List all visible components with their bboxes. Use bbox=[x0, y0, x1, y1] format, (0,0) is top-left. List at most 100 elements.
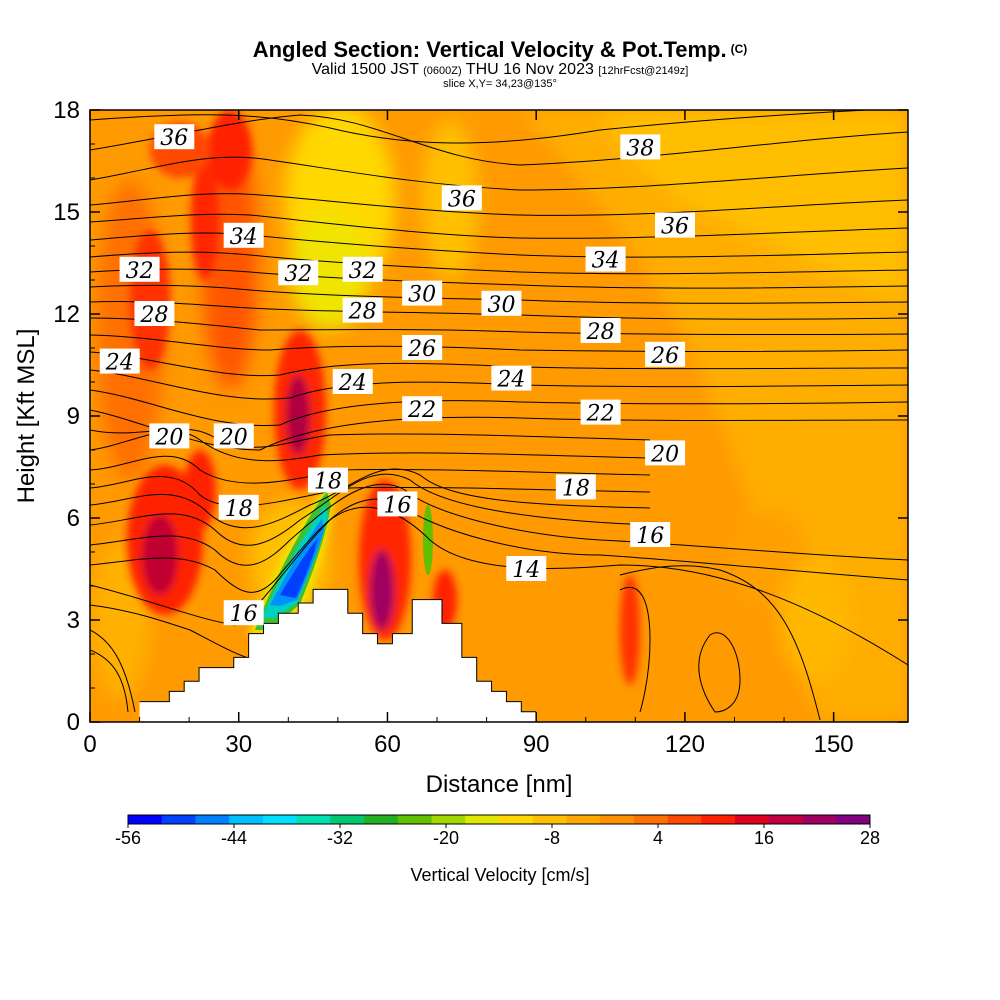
theta-label: 38 bbox=[620, 134, 661, 161]
colorbar-frame bbox=[127, 814, 871, 825]
colorbar-swatch bbox=[128, 815, 163, 824]
colorbar-swatch bbox=[229, 815, 264, 824]
y-axis-label: Height [Kft MSL] bbox=[13, 329, 40, 504]
theta-label: 36 bbox=[654, 212, 695, 240]
theta-label-text: 16 bbox=[636, 524, 664, 549]
theta-label-text: 18 bbox=[314, 470, 342, 495]
theta-label: 20 bbox=[149, 423, 190, 450]
colorbar-swatch bbox=[735, 815, 770, 824]
theta-label-text: 14 bbox=[512, 558, 540, 583]
theta-label: 20 bbox=[213, 423, 254, 450]
theta-label-text: 36 bbox=[661, 215, 689, 240]
colorbar-swatch bbox=[161, 815, 196, 824]
colorbar-swatch bbox=[364, 815, 399, 824]
valid-time-zulu: (0600Z) bbox=[423, 65, 462, 77]
colorbar-swatch bbox=[532, 815, 567, 824]
theta-label-text: 18 bbox=[562, 476, 590, 501]
colorbar-swatch bbox=[701, 815, 736, 824]
theta-label: 26 bbox=[645, 341, 686, 369]
theta-label: 24 bbox=[99, 348, 140, 376]
terrain-outline bbox=[139, 588, 537, 713]
theta-label: 18 bbox=[218, 494, 259, 522]
theta-label: 36 bbox=[154, 124, 195, 151]
colorbar-tick-label: -56 bbox=[115, 828, 141, 848]
y-tick-label: 0 bbox=[67, 709, 80, 736]
plot-area: 36 38 36 36 34 34 32 32 32 30 30 28 28 28 26 26 24 24 24 22… bbox=[90, 110, 908, 722]
theta-label: 18 bbox=[307, 467, 348, 495]
theta-label: 26 bbox=[402, 335, 443, 362]
y-tick-label: 3 bbox=[67, 607, 80, 634]
y-tick-label: 9 bbox=[67, 403, 80, 430]
colorbar: -56 -44 -32 -20 -8 4 16 28 bbox=[115, 814, 880, 848]
colorbar-tick-label: -20 bbox=[433, 828, 459, 848]
theta-label-text: 24 bbox=[496, 368, 525, 393]
theta-label-text: 34 bbox=[230, 225, 258, 250]
theta-label: 24 bbox=[491, 365, 532, 393]
theta-label-text: 24 bbox=[105, 351, 134, 376]
theta-label-text: 20 bbox=[219, 425, 248, 450]
terrain-mask bbox=[139, 589, 537, 722]
chart-title-tag: (C) bbox=[730, 42, 748, 56]
theta-label: 34 bbox=[585, 246, 626, 274]
theta-label: 24 bbox=[332, 369, 373, 396]
colorbar-swatch bbox=[633, 815, 669, 824]
theta-label: 18 bbox=[555, 474, 596, 501]
colorbar-tick-label: -8 bbox=[544, 828, 560, 848]
y-tick-label: 18 bbox=[53, 97, 80, 124]
theta-label-text: 18 bbox=[225, 497, 253, 522]
x-tick-label: 60 bbox=[374, 731, 401, 758]
colorbar-swatch bbox=[499, 815, 534, 824]
theta-label: 22 bbox=[580, 399, 621, 427]
colorbar-swatch bbox=[600, 815, 635, 824]
colorbar-swatch bbox=[397, 815, 433, 824]
y-tick-label: 15 bbox=[53, 199, 80, 226]
theta-label: 32 bbox=[342, 256, 383, 284]
theta-label: 30 bbox=[402, 280, 443, 308]
colorbar-swatch bbox=[836, 815, 871, 824]
theta-label: 16 bbox=[223, 600, 264, 627]
chart-title-main: Angled Section: Vertical Velocity & Pot.… bbox=[252, 37, 727, 62]
colorbar-tick-label: 28 bbox=[860, 828, 880, 848]
colorbar-swatch bbox=[566, 815, 601, 824]
theta-label: 32 bbox=[119, 256, 160, 284]
x-tick-label: 150 bbox=[814, 731, 854, 758]
theta-label-text: 30 bbox=[487, 293, 515, 318]
theta-label-text: 20 bbox=[154, 425, 183, 450]
x-axis-label: Distance [nm] bbox=[426, 771, 573, 798]
downdraft-band bbox=[248, 482, 433, 636]
forecast-info: [12hrFcst@2149z] bbox=[598, 65, 689, 77]
y-tick-label: 12 bbox=[53, 301, 80, 328]
valid-time: Valid 1500 JST bbox=[311, 61, 419, 78]
x-axis-ticks: 0 30 60 90 120 150 bbox=[83, 110, 854, 758]
colorbar-swatch bbox=[195, 815, 230, 824]
colorbar-swatch bbox=[465, 815, 500, 824]
colorbar-swatch bbox=[262, 815, 298, 824]
theta-label: 28 bbox=[134, 301, 175, 328]
theta-label-text: 26 bbox=[407, 337, 436, 362]
theta-label-text: 32 bbox=[126, 259, 154, 284]
theta-label-text: 28 bbox=[586, 320, 615, 345]
valid-date: THU 16 Nov 2023 bbox=[465, 61, 594, 78]
theta-label: 16 bbox=[630, 522, 671, 549]
theta-label: 22 bbox=[402, 396, 443, 423]
colorbar-swatch bbox=[768, 815, 804, 824]
theta-label-text: 32 bbox=[284, 262, 312, 287]
theta-label: 34 bbox=[223, 222, 264, 250]
y-axis-ticks: 0 36 9 12 15 18 bbox=[53, 97, 908, 736]
colorbar-swatch bbox=[330, 815, 365, 824]
theta-label-text: 28 bbox=[139, 303, 168, 328]
theta-label: 30 bbox=[481, 290, 522, 318]
theta-label-text: 36 bbox=[448, 187, 476, 212]
colorbar-tick-label: 16 bbox=[754, 828, 774, 848]
theta-label-text: 26 bbox=[650, 344, 679, 369]
theta-label-text: 22 bbox=[407, 398, 436, 423]
colorbar-label: Vertical Velocity [cm/s] bbox=[410, 865, 589, 885]
colorbar-tick-label: -44 bbox=[221, 828, 247, 848]
slice-info: slice X,Y= 34,23@135° bbox=[443, 78, 557, 90]
theta-label-group: 36 38 36 36 34 34 32 32 32 30 30 28 28 28 26 26 24 24 24 22… bbox=[99, 124, 695, 627]
theta-label-text: 24 bbox=[338, 371, 367, 396]
chart-subtitle: Valid 1500 JST (0600Z) THU 16 Nov 2023 [… bbox=[0, 61, 1000, 80]
x-tick-label: 30 bbox=[225, 731, 252, 758]
x-tick-label: 90 bbox=[523, 731, 550, 758]
